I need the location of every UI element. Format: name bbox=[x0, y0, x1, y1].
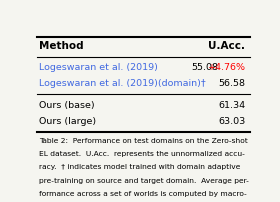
Text: Method: Method bbox=[39, 41, 84, 50]
Text: U.Acc.: U.Acc. bbox=[209, 41, 246, 50]
Text: Ours (large): Ours (large) bbox=[39, 117, 97, 126]
Text: 56.58: 56.58 bbox=[218, 79, 246, 88]
Text: 61.34: 61.34 bbox=[218, 100, 246, 109]
Text: Logeswaran et al. (2019)(domain)†: Logeswaran et al. (2019)(domain)† bbox=[39, 79, 206, 88]
Text: +4.76%: +4.76% bbox=[207, 62, 246, 71]
Text: 63.03: 63.03 bbox=[218, 117, 246, 126]
Text: racy.  † indicates model trained with domain adaptive: racy. † indicates model trained with dom… bbox=[39, 163, 241, 169]
Text: EL dataset.  U.Acc.  represents the unnormalized accu-: EL dataset. U.Acc. represents the unnorm… bbox=[39, 150, 245, 156]
Text: formance across a set of worlds is computed by macro-: formance across a set of worlds is compu… bbox=[39, 190, 247, 196]
Text: 55.08: 55.08 bbox=[191, 62, 218, 71]
Text: Table 2:  Performance on test domains on the Zero-shot: Table 2: Performance on test domains on … bbox=[39, 137, 248, 143]
Text: pre-training on source and target domain.  Average per-: pre-training on source and target domain… bbox=[39, 177, 249, 183]
Text: Ours (base): Ours (base) bbox=[39, 100, 95, 109]
Text: Logeswaran et al. (2019): Logeswaran et al. (2019) bbox=[39, 62, 158, 71]
